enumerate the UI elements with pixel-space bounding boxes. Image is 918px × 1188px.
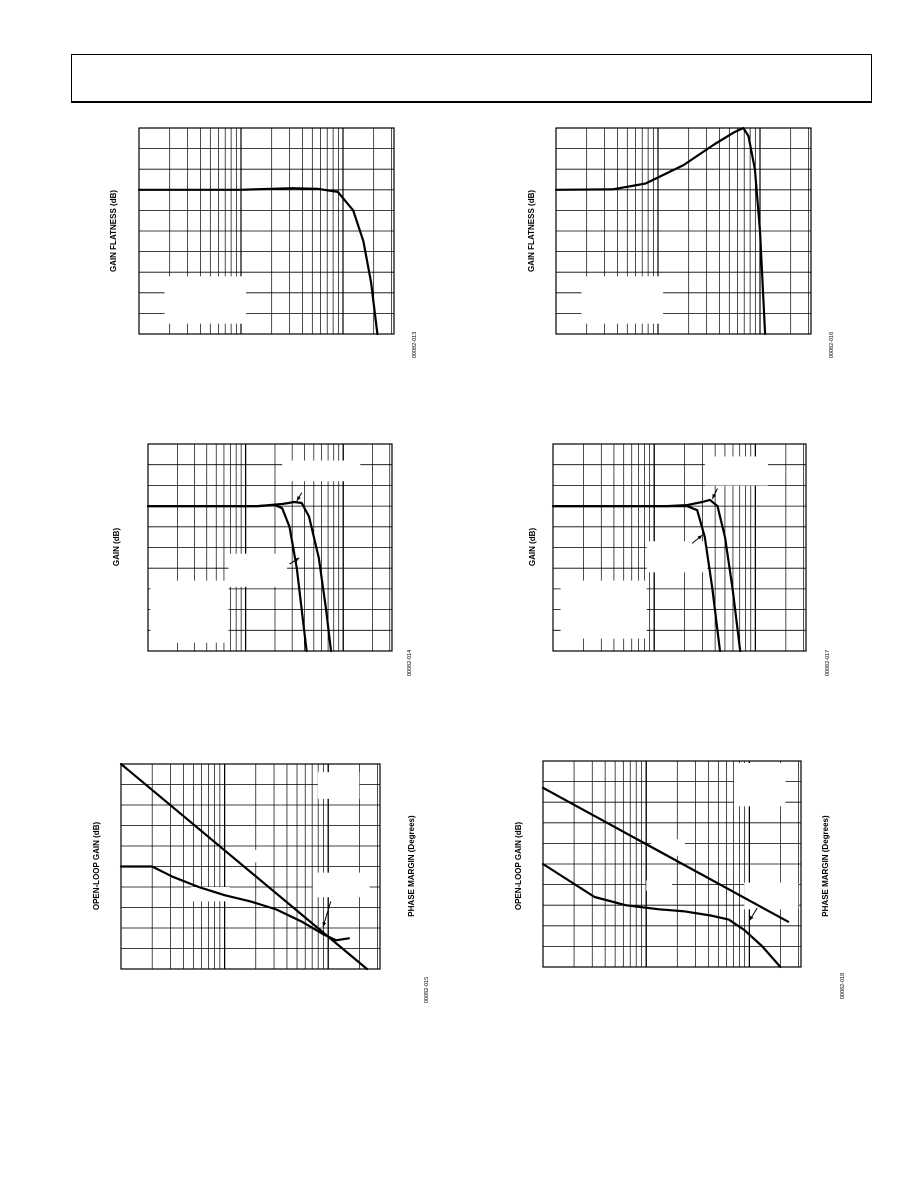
y-axis-label: OPEN-LOOP GAIN (dB) (514, 822, 523, 911)
arrow-head (697, 535, 703, 540)
legend-box (733, 763, 786, 807)
legend-box (560, 580, 647, 639)
figure-code: 00082-014 (407, 650, 413, 676)
legend-box (651, 839, 685, 856)
legend-box (744, 882, 799, 910)
legend-box (704, 456, 769, 486)
chart-gain-flatness-1: GAIN FLATNESS (dB) 00082-013 (109, 127, 418, 358)
arrow-head (294, 557, 300, 562)
plot-frame (147, 443, 393, 652)
series-line-2 (119, 865, 350, 942)
plot-frame (138, 127, 395, 335)
legend-box (228, 553, 288, 587)
series-line-2 (146, 504, 308, 653)
legend-box (282, 460, 361, 482)
chart-gain-1: GAIN (dB) 00082-014 (112, 443, 413, 676)
series-line-1 (554, 126, 767, 336)
series-line-2 (551, 505, 722, 653)
figure-code: 00082-013 (412, 332, 418, 358)
figure-code: 00082-015 (424, 977, 430, 1003)
figure-code: 00082-016 (829, 332, 835, 358)
arrow-head (296, 495, 301, 501)
chart-gain-2: GAIN (dB) 00082-017 (528, 443, 831, 676)
plot-frame (555, 127, 812, 335)
legend-box (234, 850, 267, 863)
arrow-head (322, 922, 327, 927)
chart-gain-flatness-2: GAIN FLATNESS (dB) 00082-016 (527, 126, 835, 358)
arrow-head (712, 493, 717, 499)
y-axis-label: OPEN-LOOP GAIN (dB) (92, 822, 101, 911)
y-axis-label: GAIN (dB) (528, 528, 537, 567)
legend-box (581, 276, 664, 324)
legend-box (317, 772, 360, 799)
series-line-1 (541, 786, 790, 923)
y-axis-label: GAIN FLATNESS (dB) (527, 190, 536, 272)
legend-box (190, 887, 230, 902)
legend-box (164, 276, 247, 324)
legend-box (150, 580, 229, 643)
header-rule (71, 101, 872, 103)
series-line-1 (137, 187, 379, 336)
y-axis-label: GAIN FLATNESS (dB) (109, 190, 118, 272)
legend-box (646, 880, 672, 891)
chart-open-loop-gain-2: OPEN-LOOP GAIN (dB) PHASE MARGIN (Degrees… (514, 760, 846, 999)
figure-code: 00082-017 (825, 650, 831, 676)
plot-frame (552, 443, 807, 652)
legend-box (312, 872, 370, 898)
y2-axis-label: PHASE MARGIN (Degrees) (821, 815, 830, 917)
y2-axis-label: PHASE MARGIN (Degrees) (407, 815, 416, 917)
legend-box (646, 541, 708, 573)
chart-open-loop-gain-1: OPEN-LOOP GAIN (dB) PHASE MARGIN (Degrees… (92, 762, 430, 1003)
figure-code: 00082-018 (840, 973, 846, 999)
series-line-2 (541, 862, 782, 969)
arrow-head (749, 915, 754, 921)
y-axis-label: GAIN (dB) (112, 528, 121, 567)
